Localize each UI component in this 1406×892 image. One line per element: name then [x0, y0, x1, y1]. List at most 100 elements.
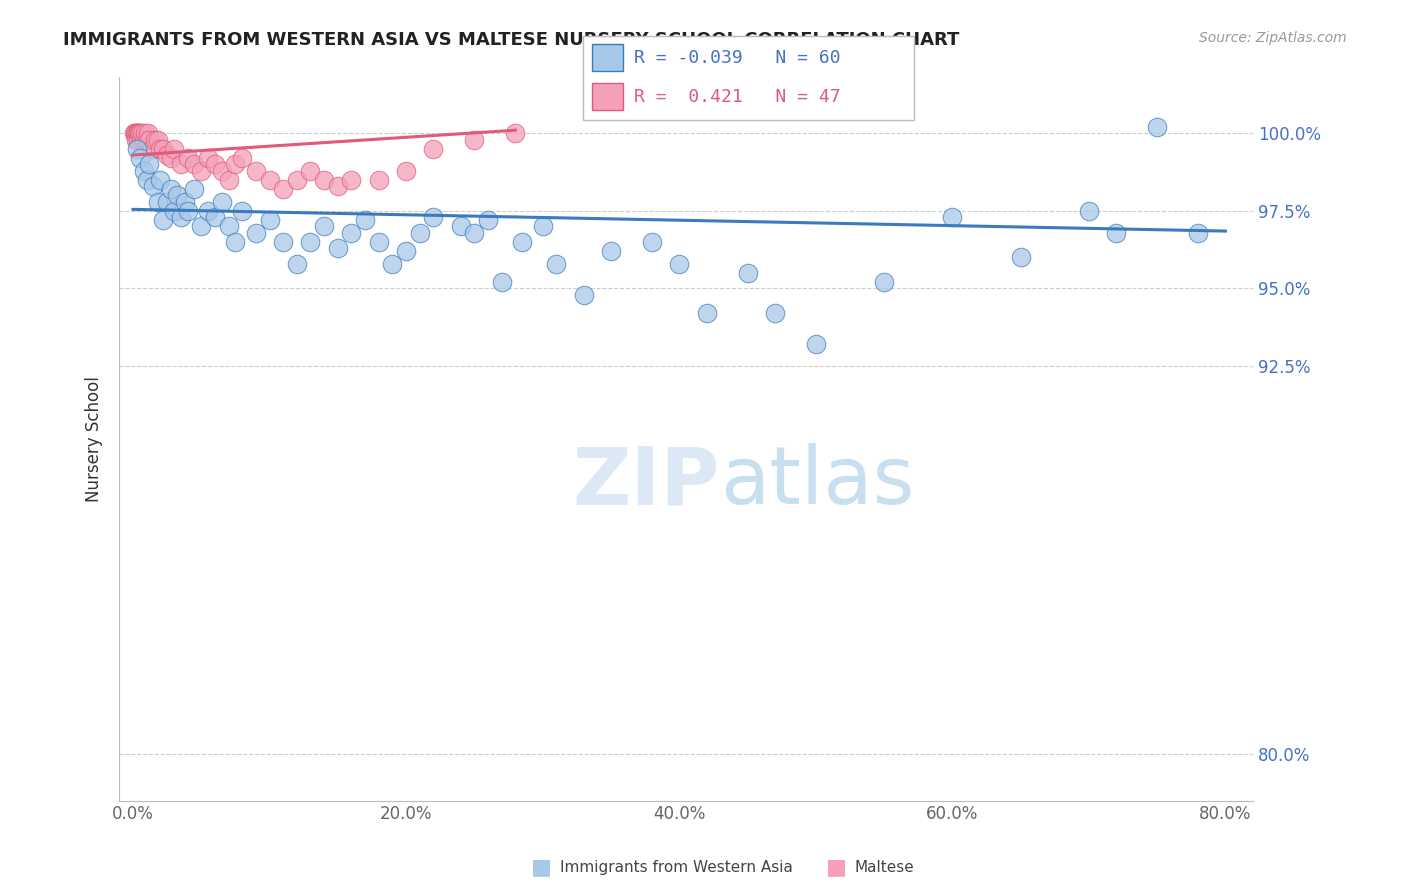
Text: R = -0.039   N = 60: R = -0.039 N = 60: [634, 49, 841, 67]
Point: [166, 188, 188, 202]
Point: [696, 306, 718, 320]
Point: [163, 142, 186, 156]
Point: [190, 219, 212, 234]
Point: [367, 235, 389, 249]
Point: [285, 173, 308, 187]
Point: [1078, 203, 1101, 218]
Text: R =  0.421   N = 47: R = 0.421 N = 47: [634, 87, 841, 105]
Y-axis label: Nursery School: Nursery School: [86, 376, 103, 502]
Point: [395, 163, 418, 178]
Point: [128, 126, 150, 140]
Point: [245, 163, 267, 178]
Point: [505, 126, 527, 140]
Point: [1187, 226, 1209, 240]
Point: [1010, 251, 1032, 265]
Point: [218, 173, 240, 187]
Point: [170, 210, 193, 224]
Point: [183, 182, 205, 196]
Text: IMMIGRANTS FROM WESTERN ASIA VS MALTESE NURSERY SCHOOL CORRELATION CHART: IMMIGRANTS FROM WESTERN ASIA VS MALTESE …: [63, 31, 960, 49]
Point: [367, 173, 389, 187]
Point: [125, 142, 148, 156]
Point: [176, 151, 198, 165]
Point: [124, 126, 146, 140]
Point: [450, 219, 472, 234]
Point: [1146, 120, 1168, 134]
Point: [224, 157, 246, 171]
Text: Maltese: Maltese: [855, 860, 914, 874]
Point: [218, 219, 240, 234]
Point: [132, 163, 155, 178]
Point: [340, 173, 363, 187]
Point: [285, 257, 308, 271]
Point: [152, 142, 174, 156]
Point: [299, 163, 322, 178]
Point: [314, 219, 336, 234]
Point: [271, 235, 294, 249]
Text: ZIP: ZIP: [572, 443, 720, 522]
Point: [326, 179, 349, 194]
Point: [160, 182, 183, 196]
Point: [510, 235, 533, 249]
Point: [146, 132, 169, 146]
Point: [138, 132, 160, 146]
Point: [259, 173, 281, 187]
Point: [409, 226, 432, 240]
Point: [572, 287, 595, 301]
Point: [135, 173, 157, 187]
Point: [125, 126, 148, 140]
Point: [804, 337, 827, 351]
Point: [354, 213, 377, 227]
Point: [149, 173, 172, 187]
Point: [477, 213, 499, 227]
Point: [224, 235, 246, 249]
Point: [395, 244, 418, 259]
Text: ■: ■: [827, 857, 846, 877]
Point: [173, 194, 195, 209]
Point: [127, 132, 149, 146]
Point: [163, 203, 186, 218]
Point: [204, 157, 226, 171]
Point: [190, 163, 212, 178]
Point: [141, 142, 163, 156]
Point: [160, 151, 183, 165]
Point: [231, 151, 253, 165]
Point: [183, 157, 205, 171]
Point: [156, 148, 179, 162]
Text: Immigrants from Western Asia: Immigrants from Western Asia: [560, 860, 793, 874]
Point: [763, 306, 786, 320]
Point: [124, 126, 146, 140]
Point: [600, 244, 623, 259]
Point: [546, 257, 568, 271]
Point: [314, 173, 336, 187]
Point: [231, 203, 253, 218]
Point: [149, 142, 172, 156]
Text: atlas: atlas: [720, 443, 914, 522]
Text: Source: ZipAtlas.com: Source: ZipAtlas.com: [1199, 31, 1347, 45]
Point: [197, 203, 219, 218]
Point: [259, 213, 281, 227]
Point: [326, 241, 349, 255]
Point: [463, 226, 485, 240]
Text: ■: ■: [531, 857, 551, 877]
Point: [422, 210, 444, 224]
Point: [641, 235, 664, 249]
Point: [211, 194, 233, 209]
Point: [491, 275, 513, 289]
Point: [125, 132, 148, 146]
Point: [127, 126, 149, 140]
Point: [737, 266, 759, 280]
Point: [170, 157, 193, 171]
Point: [668, 257, 690, 271]
Point: [131, 126, 153, 140]
Point: [152, 213, 174, 227]
Point: [176, 203, 198, 218]
Point: [381, 257, 404, 271]
Point: [143, 132, 166, 146]
Point: [211, 163, 233, 178]
Point: [204, 210, 226, 224]
Point: [531, 219, 554, 234]
Point: [422, 142, 444, 156]
Point: [135, 132, 157, 146]
Point: [146, 194, 169, 209]
Point: [340, 226, 363, 240]
